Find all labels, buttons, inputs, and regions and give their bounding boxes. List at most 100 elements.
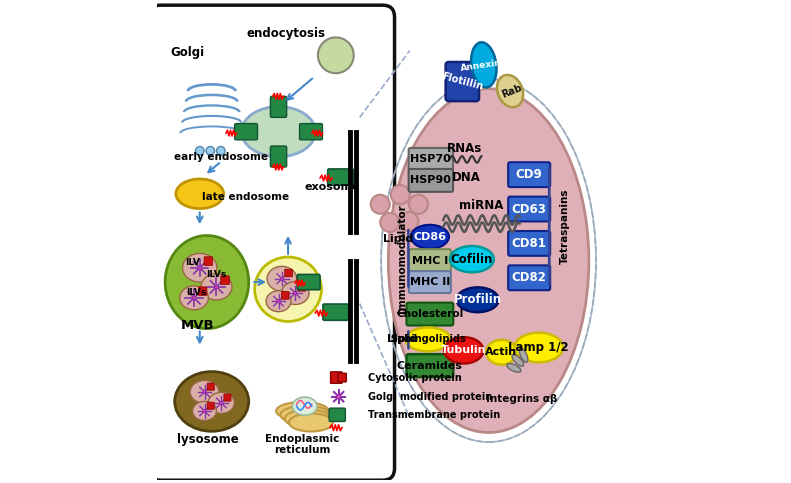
FancyBboxPatch shape bbox=[329, 408, 346, 422]
Ellipse shape bbox=[192, 401, 217, 421]
Ellipse shape bbox=[180, 286, 208, 310]
Text: MHC II: MHC II bbox=[410, 277, 450, 287]
Ellipse shape bbox=[456, 287, 498, 312]
Text: Immunomodulator: Immunomodulator bbox=[397, 204, 407, 313]
Ellipse shape bbox=[471, 43, 497, 87]
Text: RNAs: RNAs bbox=[447, 142, 483, 155]
Ellipse shape bbox=[202, 390, 206, 394]
Ellipse shape bbox=[336, 395, 341, 399]
Ellipse shape bbox=[520, 348, 528, 362]
Ellipse shape bbox=[293, 397, 317, 415]
Text: Ceramides: Ceramides bbox=[397, 361, 463, 370]
Text: Tubulin: Tubulin bbox=[441, 345, 486, 355]
Ellipse shape bbox=[201, 274, 232, 300]
Ellipse shape bbox=[285, 410, 331, 428]
Ellipse shape bbox=[175, 371, 248, 431]
FancyBboxPatch shape bbox=[409, 148, 453, 171]
Ellipse shape bbox=[176, 179, 224, 209]
Ellipse shape bbox=[266, 291, 291, 312]
Ellipse shape bbox=[512, 355, 524, 366]
Ellipse shape bbox=[195, 146, 204, 155]
Ellipse shape bbox=[293, 291, 297, 295]
FancyBboxPatch shape bbox=[409, 169, 453, 192]
Text: ILV: ILV bbox=[184, 258, 199, 268]
Text: MVB: MVB bbox=[180, 319, 214, 331]
FancyBboxPatch shape bbox=[204, 257, 213, 265]
Ellipse shape bbox=[318, 37, 354, 73]
FancyBboxPatch shape bbox=[149, 5, 395, 480]
Ellipse shape bbox=[399, 212, 418, 231]
FancyBboxPatch shape bbox=[300, 124, 323, 140]
Ellipse shape bbox=[217, 146, 225, 155]
Text: CD9: CD9 bbox=[516, 168, 543, 181]
Ellipse shape bbox=[267, 266, 297, 291]
Text: Rab: Rab bbox=[500, 83, 523, 99]
Ellipse shape bbox=[371, 195, 390, 214]
FancyBboxPatch shape bbox=[327, 169, 354, 185]
Text: CD82: CD82 bbox=[512, 271, 547, 284]
FancyBboxPatch shape bbox=[285, 269, 293, 277]
FancyBboxPatch shape bbox=[508, 265, 551, 290]
FancyBboxPatch shape bbox=[207, 402, 214, 409]
Text: late endosome: late endosome bbox=[202, 192, 289, 201]
Ellipse shape bbox=[391, 185, 410, 204]
Ellipse shape bbox=[280, 277, 283, 281]
Ellipse shape bbox=[411, 225, 449, 249]
FancyBboxPatch shape bbox=[331, 372, 342, 384]
Ellipse shape bbox=[241, 107, 316, 157]
Text: Golgi: Golgi bbox=[171, 46, 205, 59]
Text: Golgi modified protein: Golgi modified protein bbox=[369, 392, 493, 402]
Ellipse shape bbox=[255, 257, 321, 322]
Text: early endosome: early endosome bbox=[174, 153, 268, 162]
Text: ILVs: ILVs bbox=[206, 270, 226, 280]
Ellipse shape bbox=[276, 402, 328, 420]
Text: Cytosolic protein: Cytosolic protein bbox=[369, 372, 462, 383]
Ellipse shape bbox=[405, 327, 451, 351]
FancyBboxPatch shape bbox=[407, 303, 453, 326]
Text: Cholesterol: Cholesterol bbox=[396, 309, 464, 319]
Ellipse shape bbox=[277, 299, 280, 303]
Ellipse shape bbox=[450, 246, 494, 272]
FancyBboxPatch shape bbox=[407, 354, 453, 377]
FancyBboxPatch shape bbox=[297, 274, 320, 290]
Ellipse shape bbox=[183, 254, 217, 282]
Ellipse shape bbox=[220, 401, 223, 405]
Ellipse shape bbox=[190, 381, 219, 403]
FancyBboxPatch shape bbox=[445, 62, 479, 101]
Ellipse shape bbox=[198, 266, 202, 270]
Ellipse shape bbox=[282, 282, 309, 304]
FancyBboxPatch shape bbox=[224, 394, 231, 401]
FancyBboxPatch shape bbox=[221, 276, 229, 284]
FancyBboxPatch shape bbox=[235, 124, 258, 140]
Text: Profilin: Profilin bbox=[453, 293, 501, 306]
Text: Tetraspanins: Tetraspanins bbox=[560, 188, 570, 264]
FancyBboxPatch shape bbox=[199, 287, 207, 296]
Text: Annexins: Annexins bbox=[460, 57, 508, 72]
Text: CD86: CD86 bbox=[414, 232, 446, 242]
Ellipse shape bbox=[445, 337, 483, 364]
Text: CD81: CD81 bbox=[512, 237, 547, 250]
Ellipse shape bbox=[202, 409, 206, 412]
FancyBboxPatch shape bbox=[271, 146, 286, 167]
Text: ILVs: ILVs bbox=[186, 288, 206, 297]
Ellipse shape bbox=[380, 213, 399, 232]
FancyBboxPatch shape bbox=[282, 292, 289, 299]
Text: exosome: exosome bbox=[305, 182, 360, 192]
Text: Flotillin: Flotillin bbox=[441, 71, 484, 92]
FancyBboxPatch shape bbox=[338, 373, 346, 382]
Text: HSP70: HSP70 bbox=[411, 155, 451, 164]
Text: lysosome: lysosome bbox=[177, 433, 239, 446]
FancyBboxPatch shape bbox=[508, 162, 551, 187]
Text: Lamp 1/2: Lamp 1/2 bbox=[509, 341, 569, 354]
Ellipse shape bbox=[214, 285, 218, 289]
Text: CD63: CD63 bbox=[512, 202, 547, 215]
Ellipse shape bbox=[289, 413, 333, 431]
Text: Actin: Actin bbox=[486, 347, 517, 357]
Text: MHC I: MHC I bbox=[412, 256, 448, 266]
Ellipse shape bbox=[192, 296, 196, 300]
FancyBboxPatch shape bbox=[323, 304, 349, 320]
Text: Lipid: Lipid bbox=[383, 234, 413, 243]
Text: Endoplasmic
reticulum: Endoplasmic reticulum bbox=[265, 434, 339, 455]
Ellipse shape bbox=[281, 406, 330, 424]
Text: miRNA: miRNA bbox=[460, 199, 504, 212]
